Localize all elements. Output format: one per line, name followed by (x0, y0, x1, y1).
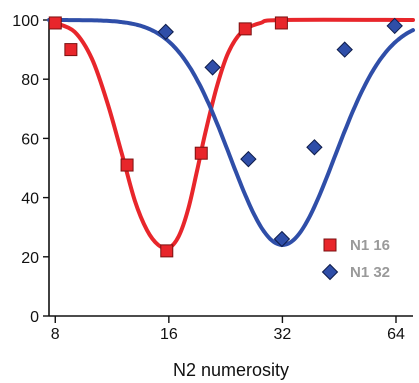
data-point-series-2 (306, 139, 323, 156)
series-curves (47, 17, 415, 251)
legend-label-1: N1 16 (350, 237, 390, 254)
data-point-series-2 (386, 17, 403, 35)
legend: N1 16 N1 32 (321, 237, 390, 281)
y-tick-label: 0 (30, 309, 39, 326)
data-point-series-1 (64, 43, 78, 57)
data-point-series-1 (48, 16, 62, 30)
x-tick-label: 8 (51, 326, 60, 343)
legend-label-2: N1 32 (350, 264, 390, 281)
series-line-1 (53, 17, 415, 251)
x-tick-label: 32 (274, 326, 292, 343)
y-tick-label: 40 (21, 191, 39, 208)
series-markers (48, 16, 403, 258)
x-ticks: 8 16 32 64 (51, 316, 405, 343)
y-tick-label: 80 (21, 72, 39, 89)
data-point-series-1 (238, 22, 252, 36)
data-point-series-2 (336, 41, 353, 58)
x-axis-title: N2 numerosity (173, 360, 289, 380)
legend-marker-2 (321, 263, 339, 281)
y-tick-label: 100 (12, 13, 39, 30)
data-point-series-2 (157, 23, 174, 41)
y-ticks: 0 20 40 60 80 100 (12, 13, 49, 326)
data-point-series-2 (204, 59, 221, 76)
plot-area: 0 20 40 60 80 100 8 16 32 64 N1 16 N1 32 N2 numer… (12, 13, 415, 380)
y-tick-label: 60 (21, 131, 39, 148)
series-line-2 (47, 18, 415, 247)
x-tick-label: 16 (160, 326, 178, 343)
data-point-series-1 (274, 16, 288, 30)
y-tick-label: 20 (21, 250, 39, 267)
data-point-series-2 (273, 230, 291, 248)
data-point-series-1 (160, 244, 174, 258)
legend-marker-1 (323, 238, 337, 252)
x-tick-label: 64 (387, 326, 405, 343)
data-point-series-2 (240, 150, 257, 168)
data-point-series-1 (120, 158, 134, 172)
data-point-series-1 (194, 146, 208, 160)
